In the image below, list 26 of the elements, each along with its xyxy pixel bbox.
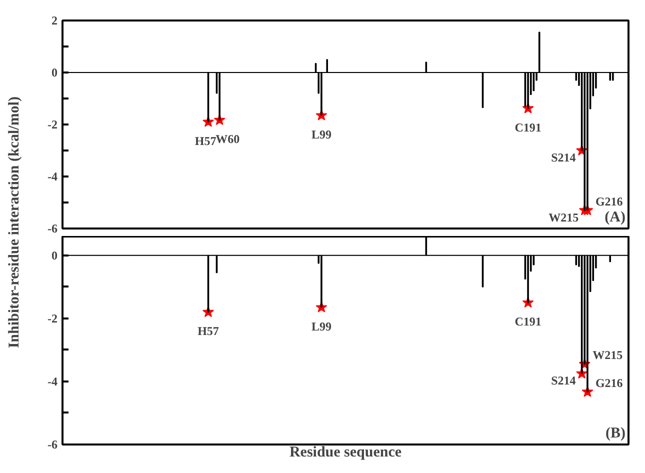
y-tick-label: 0 xyxy=(52,248,58,262)
y-axis-title: Inhibitor-residue interaction (kcal/mol) xyxy=(6,96,22,348)
annotation: (A) xyxy=(604,210,626,226)
annotation: (B) xyxy=(606,426,626,442)
data-label: G216 xyxy=(595,194,623,208)
data-label: W215 xyxy=(592,348,623,362)
y-tick-label: -2 xyxy=(48,118,58,132)
data-label: L99 xyxy=(311,319,332,334)
data-label: L99 xyxy=(311,127,332,142)
data-label: C191 xyxy=(514,120,542,134)
data-label: S214 xyxy=(551,374,576,388)
data-label: S214 xyxy=(551,150,576,164)
data-label: H57 xyxy=(194,134,216,148)
y-tick-label: -2 xyxy=(48,311,58,326)
data-label: G216 xyxy=(595,376,623,390)
y-tick-label: 2 xyxy=(52,14,58,28)
y-tick-label: 0 xyxy=(52,66,58,80)
y-tick-label: -4 xyxy=(48,170,58,184)
x-axis-title: Residue sequence xyxy=(289,444,402,460)
y-tick-label: -4 xyxy=(48,374,58,388)
data-label: W60 xyxy=(216,132,240,146)
y-tick-label: -6 xyxy=(48,222,58,236)
data-label: H57 xyxy=(198,324,219,338)
data-label: W215 xyxy=(548,210,579,224)
y-tick-label: -6 xyxy=(48,438,58,452)
data-label: C191 xyxy=(514,314,542,329)
